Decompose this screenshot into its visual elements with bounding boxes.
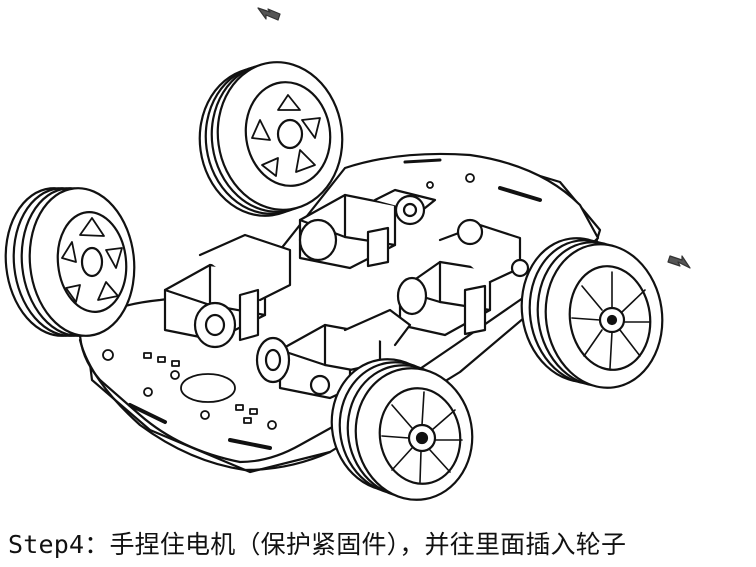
arrow-top (257, 7, 281, 21)
motor-right (396, 218, 530, 337)
wheel-top-left (198, 61, 344, 217)
wheel-bottom-front (330, 358, 474, 501)
wheel-right (520, 237, 664, 389)
assembly-diagram (4, 7, 691, 501)
wheel-left (4, 187, 136, 337)
motor-left (163, 233, 292, 349)
motor-top (298, 188, 437, 270)
plate-holes (102, 158, 542, 450)
arrow-right (667, 255, 691, 269)
step-caption: Step4：手捏住电机（保护紧固件），并往里面插入轮子 (8, 530, 627, 559)
